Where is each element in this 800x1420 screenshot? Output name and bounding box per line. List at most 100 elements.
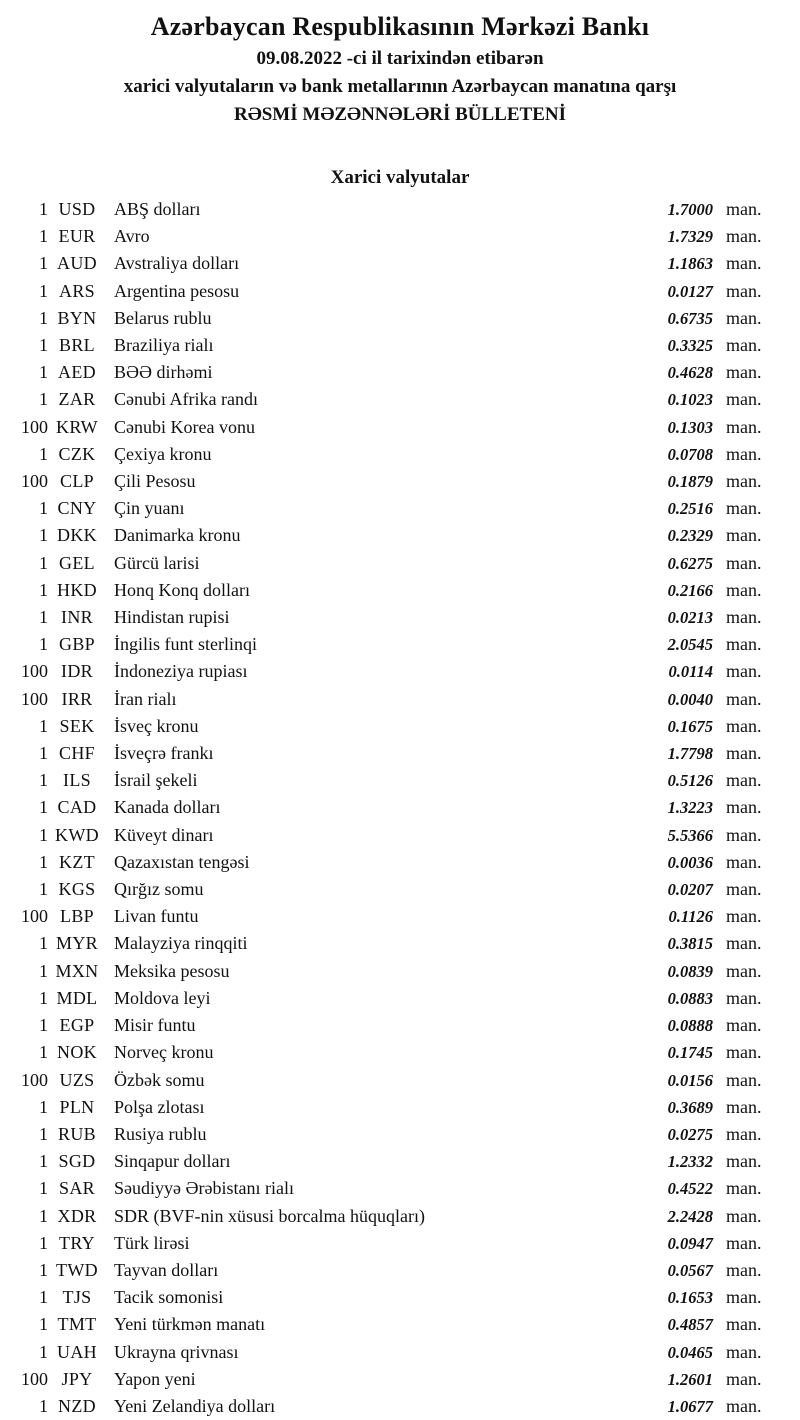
- currency-rate: 0.0708: [667, 444, 713, 464]
- currency-rate: 0.6275: [667, 553, 713, 573]
- currency-code: NZD: [58, 1395, 96, 1416]
- table-row: 1 CNY Çin yuanı 0.2516 man.: [0, 495, 800, 522]
- currency-code: JPY: [61, 1368, 93, 1389]
- currency-unit: man.: [726, 1096, 762, 1117]
- currency-name: Qazaxıstan tengəsi: [114, 851, 250, 872]
- currency-rate: 0.0567: [667, 1260, 713, 1280]
- currency-unit: man.: [726, 743, 762, 764]
- currency-quantity: 1: [39, 579, 48, 600]
- currency-name: Yeni Zelandiya dolları: [114, 1395, 276, 1416]
- currency-name: İran rialı: [114, 688, 177, 709]
- currency-unit: man.: [726, 1341, 762, 1362]
- table-row: 1 ZAR Cənubi Afrika randı 0.1023 man.: [0, 386, 800, 413]
- currency-unit: man.: [726, 960, 762, 981]
- table-row: 1 HKD Honq Konq dolları 0.2166 man.: [0, 577, 800, 604]
- currency-name: Misir funtu: [114, 1015, 196, 1036]
- currency-name: Belarus rublu: [114, 307, 212, 328]
- currency-code: HKD: [57, 579, 97, 600]
- currency-name: BƏƏ dirhəmi: [114, 362, 213, 383]
- currency-quantity: 1: [39, 797, 48, 818]
- table-row: 1 UAH Ukrayna qrivnası 0.0465 man.: [0, 1339, 800, 1366]
- currency-name: ABŞ dolları: [114, 199, 201, 219]
- currency-name: Küveyt dinarı: [114, 824, 214, 845]
- currency-quantity: 1: [39, 1259, 48, 1280]
- table-row: 1 INR Hindistan rupisi 0.0213 man.: [0, 604, 800, 631]
- currency-name: Kanada dolları: [114, 797, 221, 818]
- currency-rate: 0.1126: [668, 907, 713, 927]
- currency-unit: man.: [726, 879, 762, 900]
- currency-rate: 1.2601: [667, 1369, 713, 1389]
- currency-rate: 0.0839: [667, 961, 713, 981]
- currency-unit: man.: [726, 1314, 762, 1335]
- currency-unit: man.: [726, 253, 762, 274]
- currency-unit: man.: [726, 280, 762, 301]
- currency-quantity: 1: [39, 552, 48, 573]
- currency-quantity: 1: [39, 1314, 48, 1335]
- currency-name: Yapon yeni: [114, 1368, 196, 1389]
- currency-rate: 5.5366: [667, 825, 713, 845]
- currency-quantity: 1: [39, 824, 48, 845]
- currency-code: AED: [58, 362, 96, 383]
- currency-unit: man.: [726, 987, 762, 1008]
- currency-rate: 0.1675: [667, 716, 713, 736]
- currency-code: CNY: [57, 498, 97, 519]
- table-row: 1 USD ABŞ dolları 1.7000 man.: [0, 196, 800, 223]
- currency-quantity: 1: [39, 307, 48, 328]
- currency-unit: man.: [726, 797, 762, 818]
- currency-name: Çin yuanı: [114, 498, 185, 519]
- table-row: 1 NOK Norveç kronu 0.1745 man.: [0, 1039, 800, 1066]
- currency-code: MDL: [56, 987, 98, 1008]
- currency-code: RUB: [58, 1123, 96, 1144]
- currency-unit: man.: [726, 443, 762, 464]
- currency-code: ZAR: [58, 389, 96, 410]
- currency-unit: man.: [726, 715, 762, 736]
- currency-quantity: 1: [39, 634, 48, 655]
- currency-unit: man.: [726, 1395, 762, 1416]
- currency-code: IRR: [61, 688, 93, 709]
- table-row: 1 KGS Qırğız somu 0.0207 man.: [0, 876, 800, 903]
- table-row: 1 SGD Sinqapur dolları 1.2332 man.: [0, 1148, 800, 1175]
- currency-quantity: 1: [39, 1232, 48, 1253]
- currency-name: Danimarka kronu: [114, 525, 241, 546]
- currency-rate: 0.1023: [667, 390, 713, 410]
- currency-quantity: 1: [39, 1096, 48, 1117]
- currency-quantity: 1: [39, 879, 48, 900]
- currency-rate: 0.3815: [667, 934, 713, 954]
- currency-quantity: 100: [21, 906, 48, 927]
- currency-code: SGD: [58, 1151, 96, 1172]
- currency-code: BYN: [57, 307, 97, 328]
- currency-unit: man.: [726, 1069, 762, 1090]
- currency-quantity: 1: [39, 226, 48, 247]
- currency-code: UZS: [59, 1069, 95, 1090]
- currency-unit: man.: [726, 525, 762, 546]
- currency-name: Tayvan dolları: [114, 1259, 219, 1280]
- currency-code: TJS: [62, 1287, 92, 1308]
- document-header: Azərbaycan Respublikasının Mərkəzi Bankı…: [0, 9, 800, 129]
- currency-name: Səudiyyə Ərəbistanı rialı: [114, 1178, 294, 1199]
- currency-name: Braziliya rialı: [114, 335, 214, 356]
- currency-name: Rusiya rublu: [114, 1123, 207, 1144]
- currency-name: Avstraliya dolları: [114, 253, 240, 274]
- currency-rate: 0.0036: [667, 852, 713, 872]
- currency-rate: 0.0947: [667, 1233, 713, 1253]
- currency-name: Norveç kronu: [114, 1042, 214, 1063]
- currency-unit: man.: [726, 1232, 762, 1253]
- currency-name: Çili Pesosu: [114, 471, 196, 492]
- currency-rate: 0.1653: [667, 1288, 713, 1308]
- currency-quantity: 1: [39, 1395, 48, 1416]
- currency-quantity: 1: [39, 498, 48, 519]
- table-row: 1 MDL Moldova leyi 0.0883 man.: [0, 985, 800, 1012]
- currency-code: TMT: [57, 1314, 97, 1335]
- currency-quantity: 1: [39, 1042, 48, 1063]
- currency-unit: man.: [726, 498, 762, 519]
- currency-name: Cənubi Korea vonu: [114, 416, 255, 437]
- currency-rate: 0.0127: [667, 281, 713, 301]
- table-row: 1 SEK İsveç kronu 0.1675 man.: [0, 713, 800, 740]
- currency-name: Cənubi Afrika randı: [114, 389, 258, 410]
- effective-date-line: 09.08.2022 -ci il tarixindən etibarən: [256, 48, 544, 69]
- currency-code: MYR: [56, 933, 98, 954]
- currency-code: KWD: [55, 824, 99, 845]
- currency-quantity: 1: [39, 987, 48, 1008]
- currency-quantity: 1: [39, 770, 48, 791]
- table-row: 1 KZT Qazaxıstan tengəsi 0.0036 man.: [0, 849, 800, 876]
